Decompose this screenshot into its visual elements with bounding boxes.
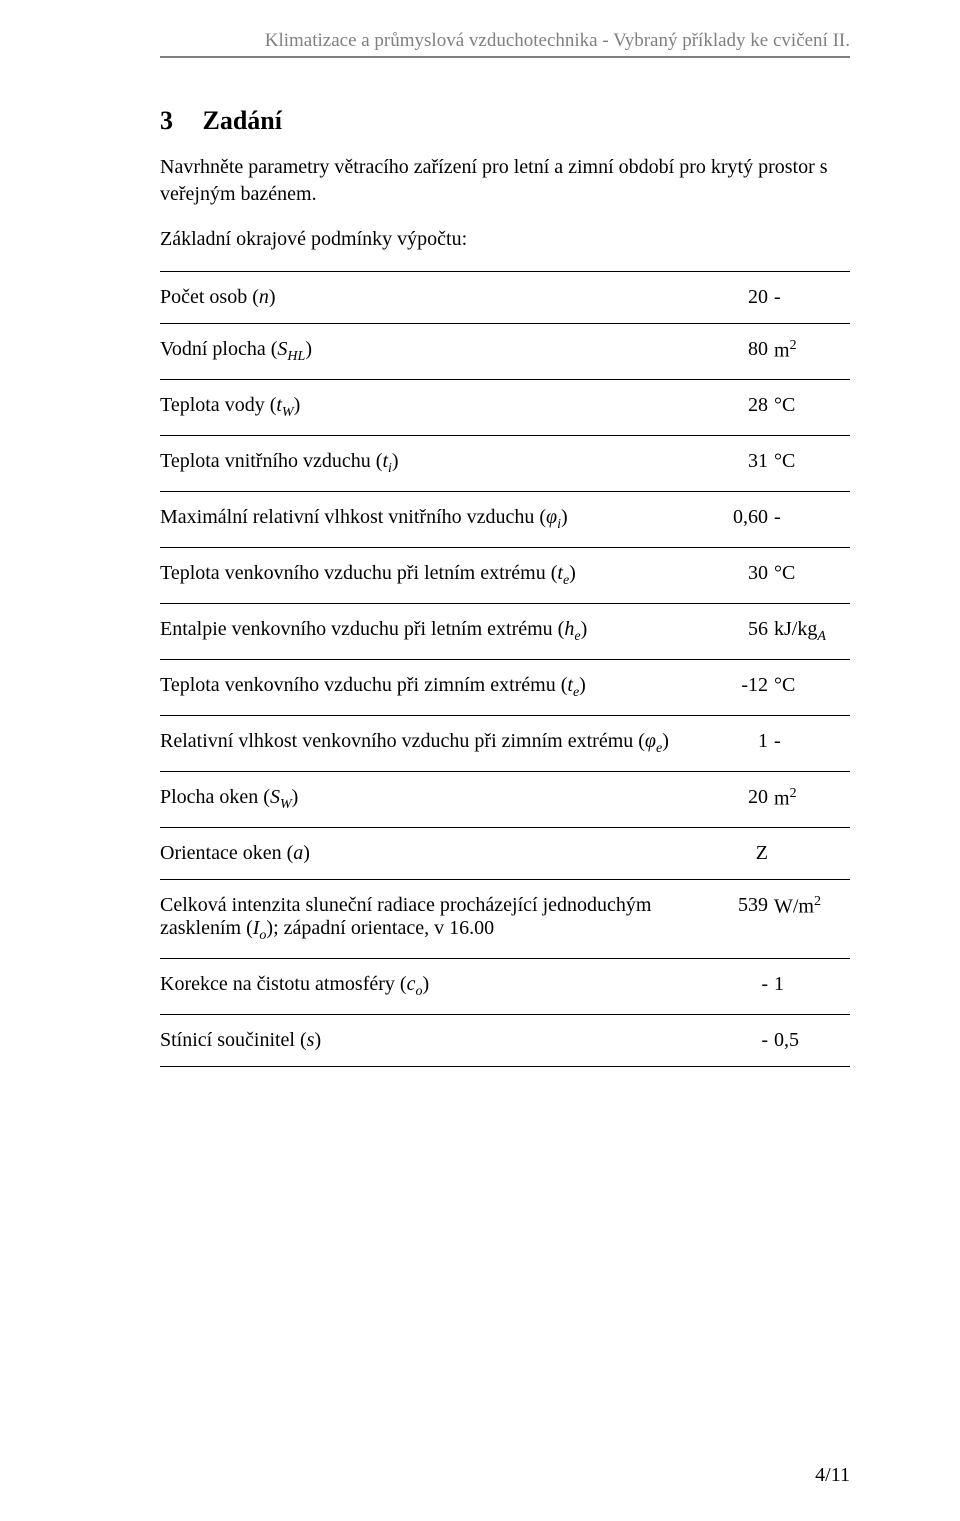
param-unit: - <box>774 492 850 548</box>
param-label: Stínicí součinitel (s) <box>160 1015 698 1067</box>
table-row: Teplota venkovního vzduchu při zimním ex… <box>160 660 850 716</box>
param-label: Teplota vody (tW) <box>160 380 698 436</box>
param-label: Maximální relativní vlhkost vnitřního vz… <box>160 492 698 548</box>
param-label: Entalpie venkovního vzduchu při letním e… <box>160 604 698 660</box>
param-unit <box>774 828 850 880</box>
page: Klimatizace a průmyslová vzduchotechnika… <box>0 0 960 1521</box>
table-row: Relativní vlhkost venkovního vzduchu při… <box>160 716 850 772</box>
table-row: Orientace oken (a)Z <box>160 828 850 880</box>
param-label: Vodní plocha (SHL) <box>160 324 698 380</box>
param-value: 20 <box>698 272 774 324</box>
param-label: Teplota vnitřního vzduchu (ti) <box>160 436 698 492</box>
param-value: 539 <box>698 880 774 959</box>
parameters-tbody: Počet osob (n)20-Vodní plocha (SHL)80m2T… <box>160 272 850 1067</box>
section-number: 3 <box>160 106 196 136</box>
running-header: Klimatizace a průmyslová vzduchotechnika… <box>160 30 850 58</box>
table-row: Vodní plocha (SHL)80m2 <box>160 324 850 380</box>
section-title-text: Zadání <box>203 106 283 135</box>
param-unit: °C <box>774 660 850 716</box>
param-value: - <box>698 959 774 1015</box>
param-label: Orientace oken (a) <box>160 828 698 880</box>
intro-paragraph-2: Základní okrajové podmínky výpočtu: <box>160 226 850 253</box>
param-label: Teplota venkovního vzduchu při zimním ex… <box>160 660 698 716</box>
page-number: 4/11 <box>815 1464 850 1487</box>
param-label: Počet osob (n) <box>160 272 698 324</box>
table-row: Teplota vnitřního vzduchu (ti)31°C <box>160 436 850 492</box>
param-value: 28 <box>698 380 774 436</box>
table-row: Korekce na čistotu atmosféry (co)-1 <box>160 959 850 1015</box>
param-label: Relativní vlhkost venkovního vzduchu při… <box>160 716 698 772</box>
param-unit: °C <box>774 436 850 492</box>
param-label: Plocha oken (SW) <box>160 772 698 828</box>
param-unit: m2 <box>774 772 850 828</box>
intro-paragraph-1: Navrhněte parametry větracího zařízení p… <box>160 154 850 208</box>
param-value: - <box>698 1015 774 1067</box>
param-value: 20 <box>698 772 774 828</box>
table-row: Entalpie venkovního vzduchu při letním e… <box>160 604 850 660</box>
param-unit: 1 <box>774 959 850 1015</box>
param-value: 56 <box>698 604 774 660</box>
table-row: Maximální relativní vlhkost vnitřního vz… <box>160 492 850 548</box>
table-row: Teplota venkovního vzduchu při letním ex… <box>160 548 850 604</box>
param-unit: W/m2 <box>774 880 850 959</box>
param-unit: 0,5 <box>774 1015 850 1067</box>
param-value: 80 <box>698 324 774 380</box>
param-value: 30 <box>698 548 774 604</box>
table-row: Stínicí součinitel (s)-0,5 <box>160 1015 850 1067</box>
param-unit: - <box>774 272 850 324</box>
table-row: Plocha oken (SW)20m2 <box>160 772 850 828</box>
table-row: Celková intenzita sluneční radiace proch… <box>160 880 850 959</box>
parameters-table: Počet osob (n)20-Vodní plocha (SHL)80m2T… <box>160 271 850 1067</box>
param-value: 31 <box>698 436 774 492</box>
param-value: -12 <box>698 660 774 716</box>
table-row: Teplota vody (tW)28°C <box>160 380 850 436</box>
param-value: 1 <box>698 716 774 772</box>
param-unit: °C <box>774 548 850 604</box>
section-title: 3 Zadání <box>160 106 850 136</box>
param-label: Korekce na čistotu atmosféry (co) <box>160 959 698 1015</box>
param-unit: m2 <box>774 324 850 380</box>
param-unit: kJ/kgA <box>774 604 850 660</box>
table-row: Počet osob (n)20- <box>160 272 850 324</box>
param-label: Teplota venkovního vzduchu při letním ex… <box>160 548 698 604</box>
param-value: Z <box>698 828 774 880</box>
param-value: 0,60 <box>698 492 774 548</box>
param-unit: - <box>774 716 850 772</box>
param-label: Celková intenzita sluneční radiace proch… <box>160 880 698 959</box>
param-unit: °C <box>774 380 850 436</box>
